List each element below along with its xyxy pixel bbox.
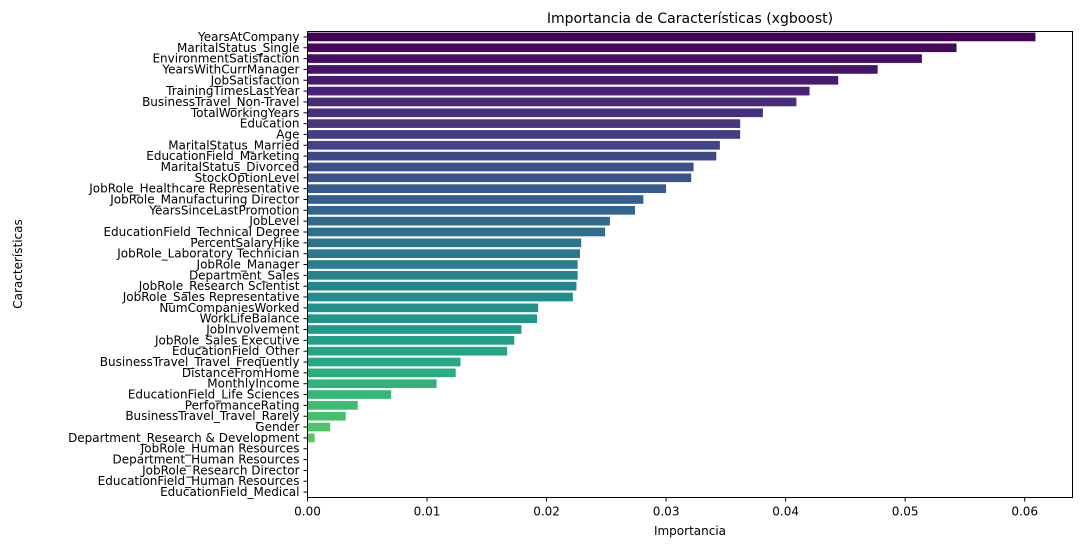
category-label: JobInvolvement [205, 323, 300, 337]
category-label: EducationField_Marketing [146, 149, 299, 163]
bar [307, 357, 461, 367]
bar [307, 346, 508, 356]
category-label: Department_Research & Development [68, 431, 300, 445]
category-label: YearsAtCompany [197, 30, 299, 44]
category-label: Education [240, 117, 300, 131]
chart-title: Importancia de Características (xgboost) [547, 11, 833, 27]
category-label: Department_Sales [189, 268, 300, 282]
category-label: JobRole_Research Director [141, 463, 299, 477]
category-label: JobSatisfaction [210, 73, 300, 87]
category-label: JobRole_Healthcare Representative [88, 182, 299, 196]
category-label: WorkLifeBalance [200, 312, 300, 326]
category-label: TrainingTimesLastYear [165, 84, 299, 98]
bar [307, 43, 957, 53]
bar [307, 108, 763, 118]
category-label: DistanceFromHome [182, 366, 300, 380]
bar [307, 86, 810, 96]
bar [307, 422, 331, 432]
bar [307, 433, 315, 443]
x-axis-ticks: 0.00 0.01 0.02 0.03 0.04 0.05 0.06 [294, 497, 1038, 519]
plot-frame [307, 31, 1073, 498]
category-label: JobLevel [248, 214, 299, 228]
y-axis-label: Características [11, 219, 25, 308]
category-label: JobRole_Human Resources [140, 442, 300, 456]
bars-group [307, 32, 1036, 443]
category-label: JobRole_Manufacturing Director [109, 192, 299, 206]
category-label: TotalWorkingYears [190, 106, 300, 120]
bar [307, 54, 922, 63]
bar [307, 151, 717, 161]
bar [307, 65, 878, 74]
bar [307, 260, 578, 269]
x-tick-label: 0.03 [653, 505, 680, 519]
bar [307, 238, 582, 248]
category-label: MaritalStatus_Single [177, 41, 300, 55]
category-label: MaritalStatus_Divorced [161, 160, 300, 174]
bar [307, 130, 741, 139]
category-label: Age [276, 127, 299, 141]
bar [307, 227, 606, 237]
category-label: JobRole_Research Scientist [138, 279, 300, 293]
x-tick-label: 0.02 [533, 505, 560, 519]
bar [307, 184, 667, 193]
bar [307, 368, 456, 378]
category-label: MaritalStatus_Married [168, 138, 299, 152]
category-label: YearsWithCurrManager [161, 62, 299, 76]
category-label: EducationField_Life Sciences [128, 388, 300, 402]
category-label: JobRole_Manager [196, 258, 300, 272]
bar [307, 292, 573, 302]
category-label: EducationField_Other [172, 344, 300, 358]
category-label: MonthlyIncome [207, 377, 299, 391]
bar [307, 281, 577, 291]
category-label: JobRole_Sales Executive [154, 333, 300, 347]
bar [307, 249, 581, 258]
category-label: NumCompaniesWorked [159, 301, 299, 315]
x-tick-label: 0.04 [772, 505, 799, 519]
bar [307, 162, 694, 172]
bar [307, 119, 741, 128]
bar [307, 173, 692, 183]
category-label: JobRole_Laboratory Technician [116, 247, 299, 261]
category-label: Department_Human Resources [113, 453, 300, 467]
bar [307, 390, 392, 399]
category-label: Gender [255, 420, 299, 434]
category-label: BusinessTravel_Travel_Rarely [125, 409, 299, 423]
category-label: EducationField_Human Resources [98, 474, 300, 488]
bar [307, 205, 636, 215]
category-label: YearsSinceLastPromotion [148, 203, 299, 217]
x-tick-label: 0.05 [892, 505, 919, 519]
category-label: PerformanceRating [185, 398, 300, 412]
bar [307, 411, 346, 421]
x-tick-label: 0.06 [1011, 505, 1038, 519]
bar [307, 401, 358, 410]
bar [307, 303, 539, 313]
category-label: StockOptionLevel [195, 171, 300, 185]
bar [307, 32, 1036, 42]
bar [307, 379, 437, 389]
bar [307, 140, 720, 150]
x-tick-label: 0.01 [414, 505, 441, 519]
bar [307, 75, 839, 85]
bar [307, 97, 797, 107]
bar [307, 325, 522, 334]
x-axis-label: Importancia [654, 524, 726, 538]
category-label: PercentSalaryHike [190, 236, 299, 250]
bar [307, 216, 610, 226]
category-label: JobRole_Sales Representative [122, 290, 300, 304]
bar [307, 314, 537, 324]
category-label: BusinessTravel_Non-Travel [142, 95, 299, 109]
category-label: EnvironmentSatisfaction [152, 52, 299, 66]
bar [307, 336, 515, 345]
category-labels: YearsAtCompanyMaritalStatus_SingleEnviro… [68, 30, 308, 499]
category-label: BusinessTravel_Travel_Frequently [100, 355, 300, 369]
bar [307, 271, 578, 280]
category-label: EducationField_Technical Degree [103, 225, 299, 239]
category-label: EducationField_Medical [160, 485, 299, 499]
x-tick-label: 0.00 [294, 505, 321, 519]
bar [307, 195, 644, 204]
